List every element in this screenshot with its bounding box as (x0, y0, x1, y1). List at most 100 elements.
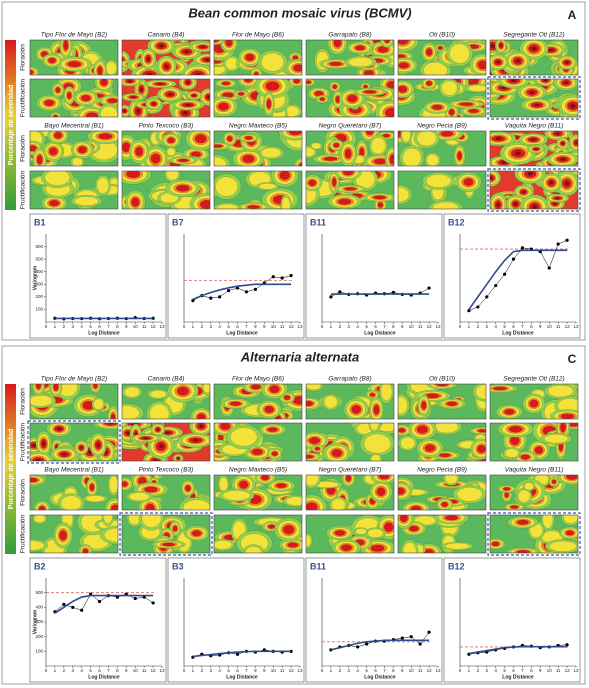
heat-blob (214, 144, 223, 148)
heat-blob (53, 131, 63, 139)
heat-blob (306, 534, 312, 547)
heat-blob (477, 60, 486, 70)
heat-blob (505, 448, 519, 458)
x-tick-label: 0 (183, 668, 186, 673)
heat-blob (159, 44, 164, 48)
heat-blob (109, 475, 118, 494)
x-tick-label: 10 (133, 324, 139, 329)
heat-blob (55, 87, 61, 93)
heat-map (214, 40, 302, 75)
heat-blob (416, 425, 428, 434)
map-frame (29, 39, 119, 76)
x-tick-label: 9 (263, 324, 266, 329)
heat-blob (565, 530, 575, 536)
heat-map (306, 475, 394, 510)
genotype-label: Segregante Oti (B12) (503, 32, 564, 39)
map-frame (305, 514, 395, 554)
heat-blob (150, 153, 161, 164)
x-tick-label: 8 (254, 668, 257, 673)
heat-blob (227, 135, 233, 142)
heat-blob (261, 147, 282, 159)
heat-map (398, 515, 486, 553)
heat-blob (565, 61, 569, 64)
heat-blob (524, 482, 534, 491)
map-frame (121, 422, 211, 462)
heat-blob (439, 453, 451, 458)
data-point (511, 257, 516, 261)
map-frame (121, 170, 211, 210)
heat-blob (126, 171, 141, 179)
heat-map (30, 131, 118, 166)
heat-blob (527, 172, 533, 176)
panel-letter: C (568, 352, 577, 366)
heat-blob (107, 98, 118, 104)
heat-blob (293, 79, 301, 84)
genotype-label: Pinto Texcoco (B3) (139, 467, 194, 474)
heat-blob (501, 161, 507, 164)
heat-blob (103, 515, 113, 524)
heat-blob (564, 181, 569, 186)
heat-blob (560, 158, 566, 161)
heat-blob (60, 495, 82, 510)
heat-blob (42, 441, 46, 446)
heat-blob (432, 201, 459, 209)
heat-blob (444, 542, 470, 550)
heat-blob (529, 399, 539, 408)
map-frame (305, 383, 395, 420)
data-point (80, 608, 84, 612)
x-tick-label: 0 (45, 668, 48, 673)
map-frame (121, 474, 211, 511)
heat-blob (398, 396, 408, 415)
heat-blob (192, 438, 199, 442)
heat-blob (402, 542, 417, 553)
data-point (329, 295, 333, 299)
data-point (271, 275, 275, 279)
x-tick-label: 3 (210, 668, 213, 673)
heat-blob (153, 459, 158, 461)
map-frame (397, 422, 487, 462)
heat-map (306, 40, 394, 75)
x-tick-label: 3 (348, 324, 351, 329)
heat-blob (377, 202, 384, 208)
heat-blob (548, 48, 554, 52)
heat-blob (167, 93, 173, 96)
heat-blob (561, 142, 564, 145)
x-tick-label: 0 (45, 324, 48, 329)
heat-blob (225, 40, 233, 47)
heat-blob (267, 427, 278, 433)
heat-blob (157, 83, 163, 85)
heat-blob (490, 44, 496, 48)
heat-map (398, 171, 486, 209)
data-point (467, 309, 471, 313)
heat-blob (363, 90, 377, 94)
heat-blob (459, 102, 474, 106)
data-point (476, 305, 480, 309)
heat-blob (251, 448, 264, 456)
heat-blob (222, 490, 251, 501)
map-frame (213, 422, 303, 462)
x-tick-label: 1 (468, 668, 471, 673)
heat-blob (238, 92, 245, 96)
heat-blob (204, 58, 210, 61)
heat-blob (32, 457, 45, 461)
heat-blob (534, 446, 544, 455)
x-tick-label: 7 (521, 668, 524, 673)
heat-map (30, 475, 118, 510)
heat-blob (530, 138, 536, 141)
map-frame (489, 130, 579, 167)
x-tick-label: 3 (486, 668, 489, 673)
map-frame (213, 78, 303, 118)
heat-blob (238, 480, 249, 489)
x-tick-label: 5 (227, 324, 230, 329)
heat-blob (96, 177, 109, 194)
heat-blob (199, 424, 204, 428)
heat-blob (529, 90, 535, 94)
heat-blob (423, 62, 448, 75)
genotype-label: Segregante Oti (B12) (503, 376, 564, 383)
heat-map (30, 40, 118, 75)
heat-blob (158, 444, 164, 449)
x-tick-label: 7 (383, 324, 386, 329)
heat-blob (306, 400, 314, 407)
heat-blob (306, 146, 316, 157)
color-bar-label: Porcentaje de severidad (8, 429, 15, 510)
